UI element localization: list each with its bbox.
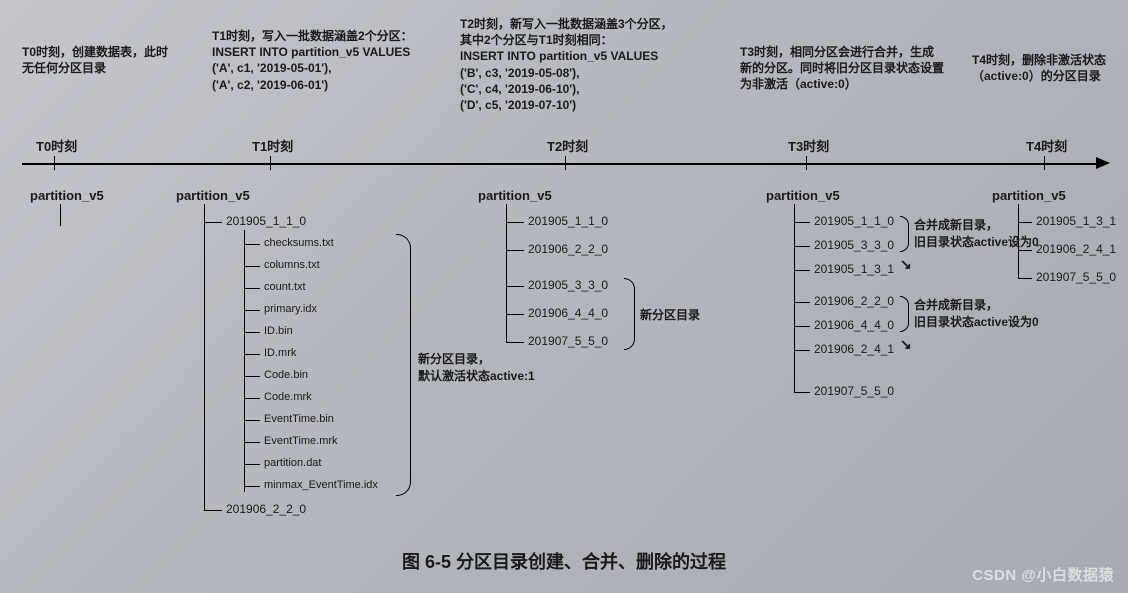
desc-t3: T3时刻，相同分区会进行合并，生成新的分区。同时将旧分区目录状态设置为非激活（a…	[740, 44, 970, 93]
t1-file-7: Code.mrk	[264, 391, 312, 403]
t3-part-2: 201905_1_3_1	[814, 262, 894, 276]
tick-t1	[270, 156, 271, 170]
t1-file-2: count.txt	[264, 281, 306, 293]
t1-file-10: partition.dat	[264, 457, 321, 469]
t0-root-stub	[60, 204, 61, 226]
t2-part-2: 201905_3_3_0	[528, 278, 608, 292]
tick-t0	[54, 156, 55, 170]
desc-t1: T1时刻，写入一批数据涵盖2个分区：INSERT INTO partition_…	[212, 28, 452, 93]
desc-t4: T4时刻，删除非激活状态（active:0）的分区目录	[972, 52, 1122, 84]
t3-b5	[794, 350, 810, 351]
t4-trunk	[1018, 204, 1019, 278]
t2-trunk	[506, 204, 507, 342]
t0-root: partition_v5	[30, 188, 104, 203]
t3-part-4: 201906_4_4_0	[814, 318, 894, 332]
t1-files-trunk	[244, 230, 245, 492]
t3-note-b: 合并成新目录，旧目录状态active设为0	[914, 296, 1054, 330]
t2-part-3: 201906_4_4_0	[528, 306, 608, 320]
t4-b1	[1018, 250, 1032, 251]
t1-f2-h	[244, 288, 260, 289]
t1-f9-h	[244, 442, 260, 443]
t1-f3-h	[244, 310, 260, 311]
t3-note-a: 合并成新目录，旧目录状态active设为0	[914, 216, 1054, 250]
t3-b4	[794, 326, 810, 327]
timeline-label-t2: T2时刻	[547, 136, 588, 155]
t1-file-4: ID.bin	[264, 325, 293, 337]
t3-b2	[794, 270, 810, 271]
t3-brace-a	[900, 216, 909, 252]
t1-b2	[204, 510, 222, 511]
t3-part-3: 201906_2_2_0	[814, 294, 894, 308]
timeline-label-t0: T0时刻	[36, 136, 77, 155]
t3-b3	[794, 302, 810, 303]
t3-b0	[794, 222, 810, 223]
timeline-label-t3: T3时刻	[788, 136, 829, 155]
t1-file-6: Code.bin	[264, 369, 308, 381]
t2-root: partition_v5	[478, 188, 552, 203]
t3-arrow-a: ↘	[900, 256, 912, 273]
t4-part-1: 201906_2_4_1	[1036, 242, 1116, 256]
t3-trunk	[794, 204, 795, 392]
t1-b1	[204, 222, 222, 223]
t3-part-6: 201907_5_5_0	[814, 384, 894, 398]
t2-b3	[506, 314, 524, 315]
t1-brace-label: 新分区目录，默认激活状态active:1	[418, 350, 558, 384]
t2-brace-label: 新分区目录	[640, 306, 700, 323]
t2-b0	[506, 222, 524, 223]
t3-arrow-b: ↘	[900, 336, 912, 353]
t2-part-4: 201907_5_5_0	[528, 334, 608, 348]
t1-f6-h	[244, 376, 260, 377]
t4-b0	[1018, 222, 1032, 223]
t1-f4-h	[244, 332, 260, 333]
timeline-arrowhead	[1096, 157, 1110, 169]
t2-part-1: 201906_2_2_0	[528, 242, 608, 256]
t1-brace	[396, 234, 411, 496]
t1-f5-h	[244, 354, 260, 355]
t1-file-1: columns.txt	[264, 259, 320, 271]
timeline-axis	[22, 163, 1098, 165]
t1-file-0: checksums.txt	[264, 237, 334, 249]
desc-t0: T0时刻，创建数据表，此时无任何分区目录	[22, 44, 192, 76]
t3-part-0: 201905_1_1_0	[814, 214, 894, 228]
tick-t4	[1044, 156, 1045, 170]
tick-t2	[565, 156, 566, 170]
figure-caption: 图 6-5 分区目录创建、合并、删除的过程	[0, 548, 1128, 574]
t3-b1	[794, 246, 810, 247]
t1-f0-h	[244, 244, 260, 245]
t4-root: partition_v5	[992, 188, 1066, 203]
t1-part-0: 201905_1_1_0	[226, 214, 306, 228]
t1-f1-h	[244, 266, 260, 267]
t3-brace-b	[900, 296, 909, 332]
t1-f10-h	[244, 464, 260, 465]
t1-f7-h	[244, 398, 260, 399]
t2-b4	[506, 342, 524, 343]
desc-t2: T2时刻，新写入一批数据涵盖3个分区，其中2个分区与T1时刻相同：INSERT …	[460, 16, 720, 113]
t3-part-5: 201906_2_4_1	[814, 342, 894, 356]
t1-trunk	[204, 204, 205, 510]
tick-t3	[806, 156, 807, 170]
t1-file-5: ID.mrk	[264, 347, 296, 359]
t1-file-9: EventTime.mrk	[264, 435, 338, 447]
t1-file-11: minmax_EventTime.idx	[264, 479, 378, 491]
t1-f8-h	[244, 420, 260, 421]
timeline-label-t4: T4时刻	[1026, 136, 1067, 155]
t1-file-8: EventTime.bin	[264, 413, 334, 425]
t1-root: partition_v5	[176, 188, 250, 203]
t2-b1	[506, 250, 524, 251]
t4-part-2: 201907_5_5_0	[1036, 270, 1116, 284]
t1-part-1: 201906_2_2_0	[226, 502, 306, 516]
t1-file-3: primary.idx	[264, 303, 317, 315]
t3-part-1: 201905_3_3_0	[814, 238, 894, 252]
t4-part-0: 201905_1_3_1	[1036, 214, 1116, 228]
timeline-label-t1: T1时刻	[252, 136, 293, 155]
t3-b6	[794, 392, 810, 393]
t3-root: partition_v5	[766, 188, 840, 203]
t2-part-0: 201905_1_1_0	[528, 214, 608, 228]
t1-f11-h	[244, 486, 260, 487]
watermark: CSDN @小白数据猿	[972, 564, 1114, 585]
t2-brace	[624, 278, 635, 350]
t2-b2	[506, 286, 524, 287]
t4-b2	[1018, 278, 1032, 279]
